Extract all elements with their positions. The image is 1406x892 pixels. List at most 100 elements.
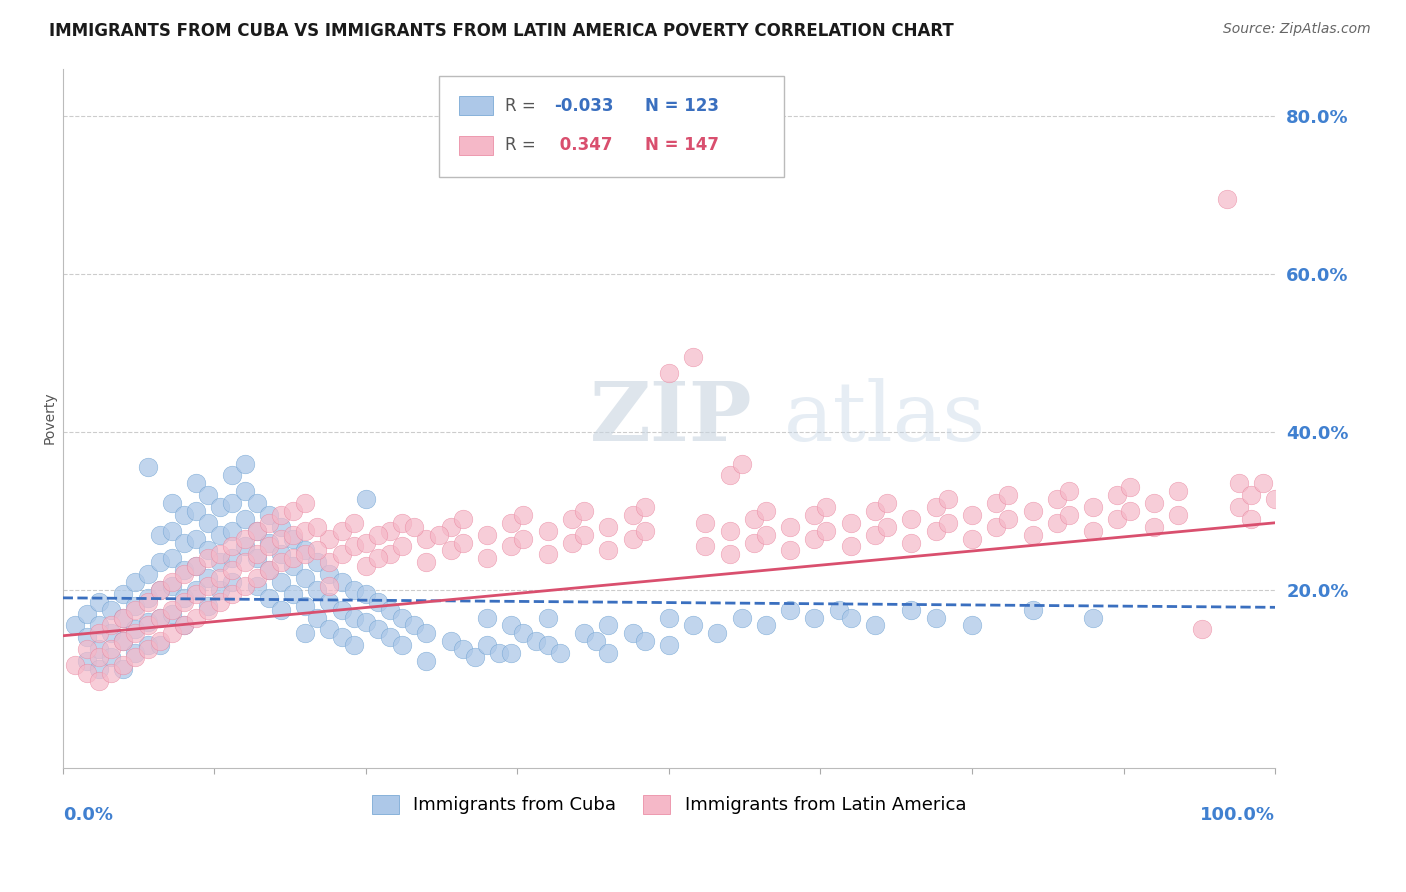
Point [924, 500, 946, 514]
Point [197, 543, 219, 558]
Point [876, 520, 898, 534]
Point [779, 520, 801, 534]
Point [281, 559, 304, 574]
FancyBboxPatch shape [439, 76, 785, 177]
Point [149, 555, 172, 569]
Point [173, 595, 195, 609]
Point [501, 540, 523, 554]
Point [233, 579, 256, 593]
Point [270, 508, 292, 522]
Text: atlas: atlas [785, 378, 986, 458]
Point [839, 516, 862, 530]
Point [307, 610, 329, 624]
Point [233, 555, 256, 569]
Point [695, 516, 717, 530]
Point [221, 496, 243, 510]
Point [354, 615, 377, 629]
Point [197, 551, 219, 566]
Point [136, 615, 159, 629]
Point [839, 610, 862, 624]
Point [136, 638, 159, 652]
Text: N = 147: N = 147 [644, 136, 718, 154]
Point [307, 520, 329, 534]
Point [318, 579, 340, 593]
Point [294, 543, 316, 558]
Point [160, 579, 183, 593]
Point [87, 650, 110, 665]
Point [1215, 192, 1237, 206]
Point [257, 563, 280, 577]
Point [270, 532, 292, 546]
Point [1046, 516, 1069, 530]
Point [209, 555, 232, 569]
Point [561, 535, 583, 549]
Point [307, 543, 329, 558]
Point [136, 591, 159, 605]
Point [76, 654, 98, 668]
Point [233, 532, 256, 546]
Point [537, 610, 560, 624]
Point [440, 634, 463, 648]
Point [598, 520, 620, 534]
Point [391, 540, 413, 554]
Point [451, 512, 474, 526]
Point [209, 571, 232, 585]
Point [160, 626, 183, 640]
Point [986, 520, 1008, 534]
Point [1046, 492, 1069, 507]
Point [427, 527, 450, 541]
Point [330, 575, 353, 590]
Point [815, 500, 838, 514]
Point [197, 579, 219, 593]
Point [367, 595, 389, 609]
Point [742, 535, 765, 549]
Point [136, 567, 159, 582]
Point [197, 603, 219, 617]
Point [221, 563, 243, 577]
Point [112, 587, 135, 601]
Point [742, 512, 765, 526]
Point [246, 579, 269, 593]
Point [1118, 480, 1140, 494]
Point [1191, 623, 1213, 637]
Point [318, 623, 340, 637]
Point [682, 350, 704, 364]
Point [281, 587, 304, 601]
Point [1240, 488, 1263, 502]
Point [318, 555, 340, 569]
Point [451, 642, 474, 657]
Point [572, 626, 595, 640]
Point [451, 535, 474, 549]
Point [598, 646, 620, 660]
Point [257, 563, 280, 577]
Text: Source: ZipAtlas.com: Source: ZipAtlas.com [1223, 22, 1371, 37]
Legend: Immigrants from Cuba, Immigrants from Latin America: Immigrants from Cuba, Immigrants from La… [364, 788, 973, 822]
Point [633, 634, 655, 648]
Point [730, 457, 752, 471]
Point [354, 535, 377, 549]
Point [415, 555, 437, 569]
Point [112, 634, 135, 648]
Point [1227, 476, 1250, 491]
Point [512, 508, 534, 522]
Point [415, 626, 437, 640]
Point [173, 591, 195, 605]
Point [900, 535, 922, 549]
Point [136, 595, 159, 609]
Point [318, 595, 340, 609]
Point [936, 492, 959, 507]
Point [270, 520, 292, 534]
Point [149, 638, 172, 652]
Point [76, 607, 98, 621]
Point [257, 535, 280, 549]
Point [415, 532, 437, 546]
Point [839, 540, 862, 554]
Point [173, 618, 195, 632]
Point [755, 527, 778, 541]
Point [160, 607, 183, 621]
Point [87, 673, 110, 688]
Point [184, 559, 207, 574]
Point [354, 587, 377, 601]
Point [695, 540, 717, 554]
Point [524, 634, 547, 648]
